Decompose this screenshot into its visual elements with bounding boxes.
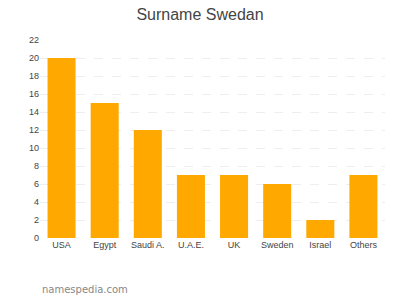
svg-text:Sweden: Sweden [261,240,294,250]
svg-text:USA: USA [52,240,71,250]
svg-text:14: 14 [29,107,39,117]
svg-text:Surname Swedan: Surname Swedan [136,6,263,23]
svg-text:U.A.E.: U.A.E. [178,240,204,250]
svg-text:Others: Others [350,240,378,250]
svg-text:16: 16 [29,89,39,99]
svg-text:2: 2 [34,215,39,225]
svg-text:10: 10 [29,143,39,153]
svg-text:namespedia.com: namespedia.com [42,284,128,295]
svg-text:12: 12 [29,125,39,135]
svg-text:20: 20 [29,53,39,63]
svg-text:Israel: Israel [309,240,331,250]
svg-text:18: 18 [29,71,39,81]
svg-text:UK: UK [228,240,241,250]
svg-text:Egypt: Egypt [93,240,117,250]
svg-text:4: 4 [34,197,39,207]
svg-text:6: 6 [34,179,39,189]
svg-text:8: 8 [34,161,39,171]
svg-text:0: 0 [34,233,39,243]
svg-text:22: 22 [29,35,39,45]
svg-text:Saudi A.: Saudi A. [131,240,165,250]
